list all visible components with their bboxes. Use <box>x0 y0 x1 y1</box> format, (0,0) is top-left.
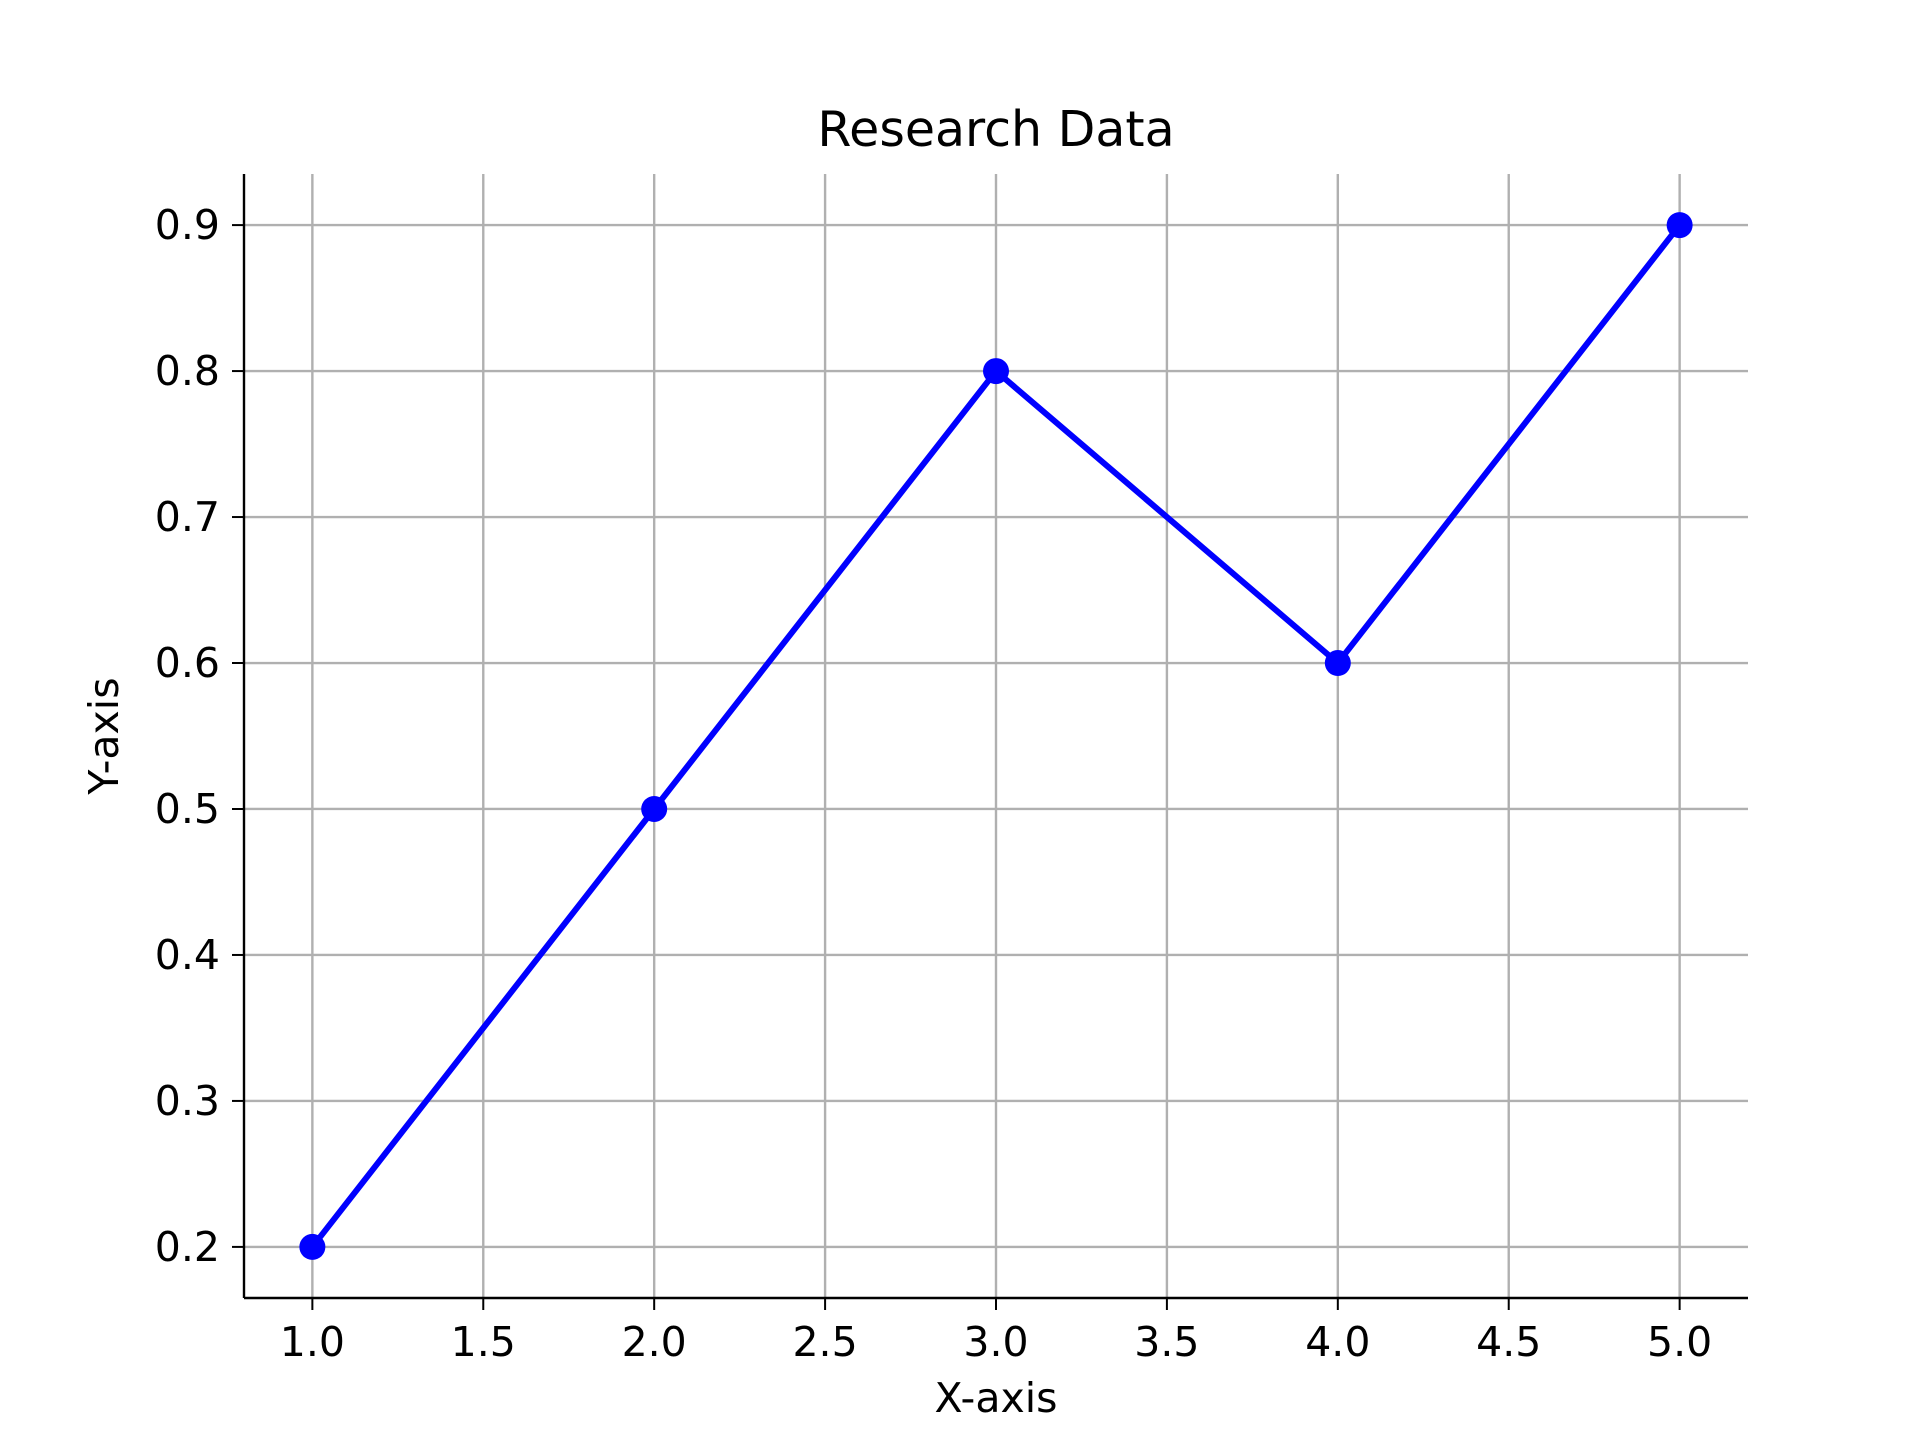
y-tick-label: 0.6 <box>155 639 220 687</box>
x-tick-label: 3.0 <box>963 1318 1028 1366</box>
x-tick-label: 4.0 <box>1305 1318 1370 1366</box>
x-tick-label: 1.5 <box>451 1318 516 1366</box>
grid <box>244 174 1748 1298</box>
x-tick-label: 2.0 <box>622 1318 687 1366</box>
x-tick-label: 3.5 <box>1134 1318 1199 1366</box>
data-point <box>1324 650 1351 677</box>
y-axis-label: Y-axis <box>80 677 128 795</box>
data-point <box>299 1233 326 1260</box>
y-tick-label: 0.3 <box>155 1077 220 1125</box>
y-ticks: 0.2 0.3 0.4 0.5 0.6 0.7 0.8 0.9 <box>155 201 244 1271</box>
y-tick-label: 0.4 <box>155 931 220 979</box>
x-tick-label: 1.0 <box>280 1318 345 1366</box>
y-tick-label: 0.7 <box>155 493 220 541</box>
data-point <box>983 358 1009 385</box>
x-tick-label: 5.0 <box>1647 1318 1712 1366</box>
chart-title: Research Data <box>817 101 1174 158</box>
x-ticks: 1.0 1.5 2.0 2.5 3.0 3.5 4.0 4.5 5.0 <box>280 1298 1712 1366</box>
data-point <box>641 795 668 822</box>
x-tick-label: 2.5 <box>792 1318 857 1366</box>
x-axis-label: X-axis <box>935 1374 1058 1422</box>
y-tick-label: 0.2 <box>155 1223 220 1271</box>
y-tick-label: 0.9 <box>155 201 220 249</box>
series <box>299 212 1693 1260</box>
x-tick-label: 4.5 <box>1476 1318 1541 1366</box>
y-tick-label: 0.5 <box>155 785 220 833</box>
data-point <box>1666 212 1693 239</box>
y-tick-label: 0.8 <box>155 347 220 395</box>
